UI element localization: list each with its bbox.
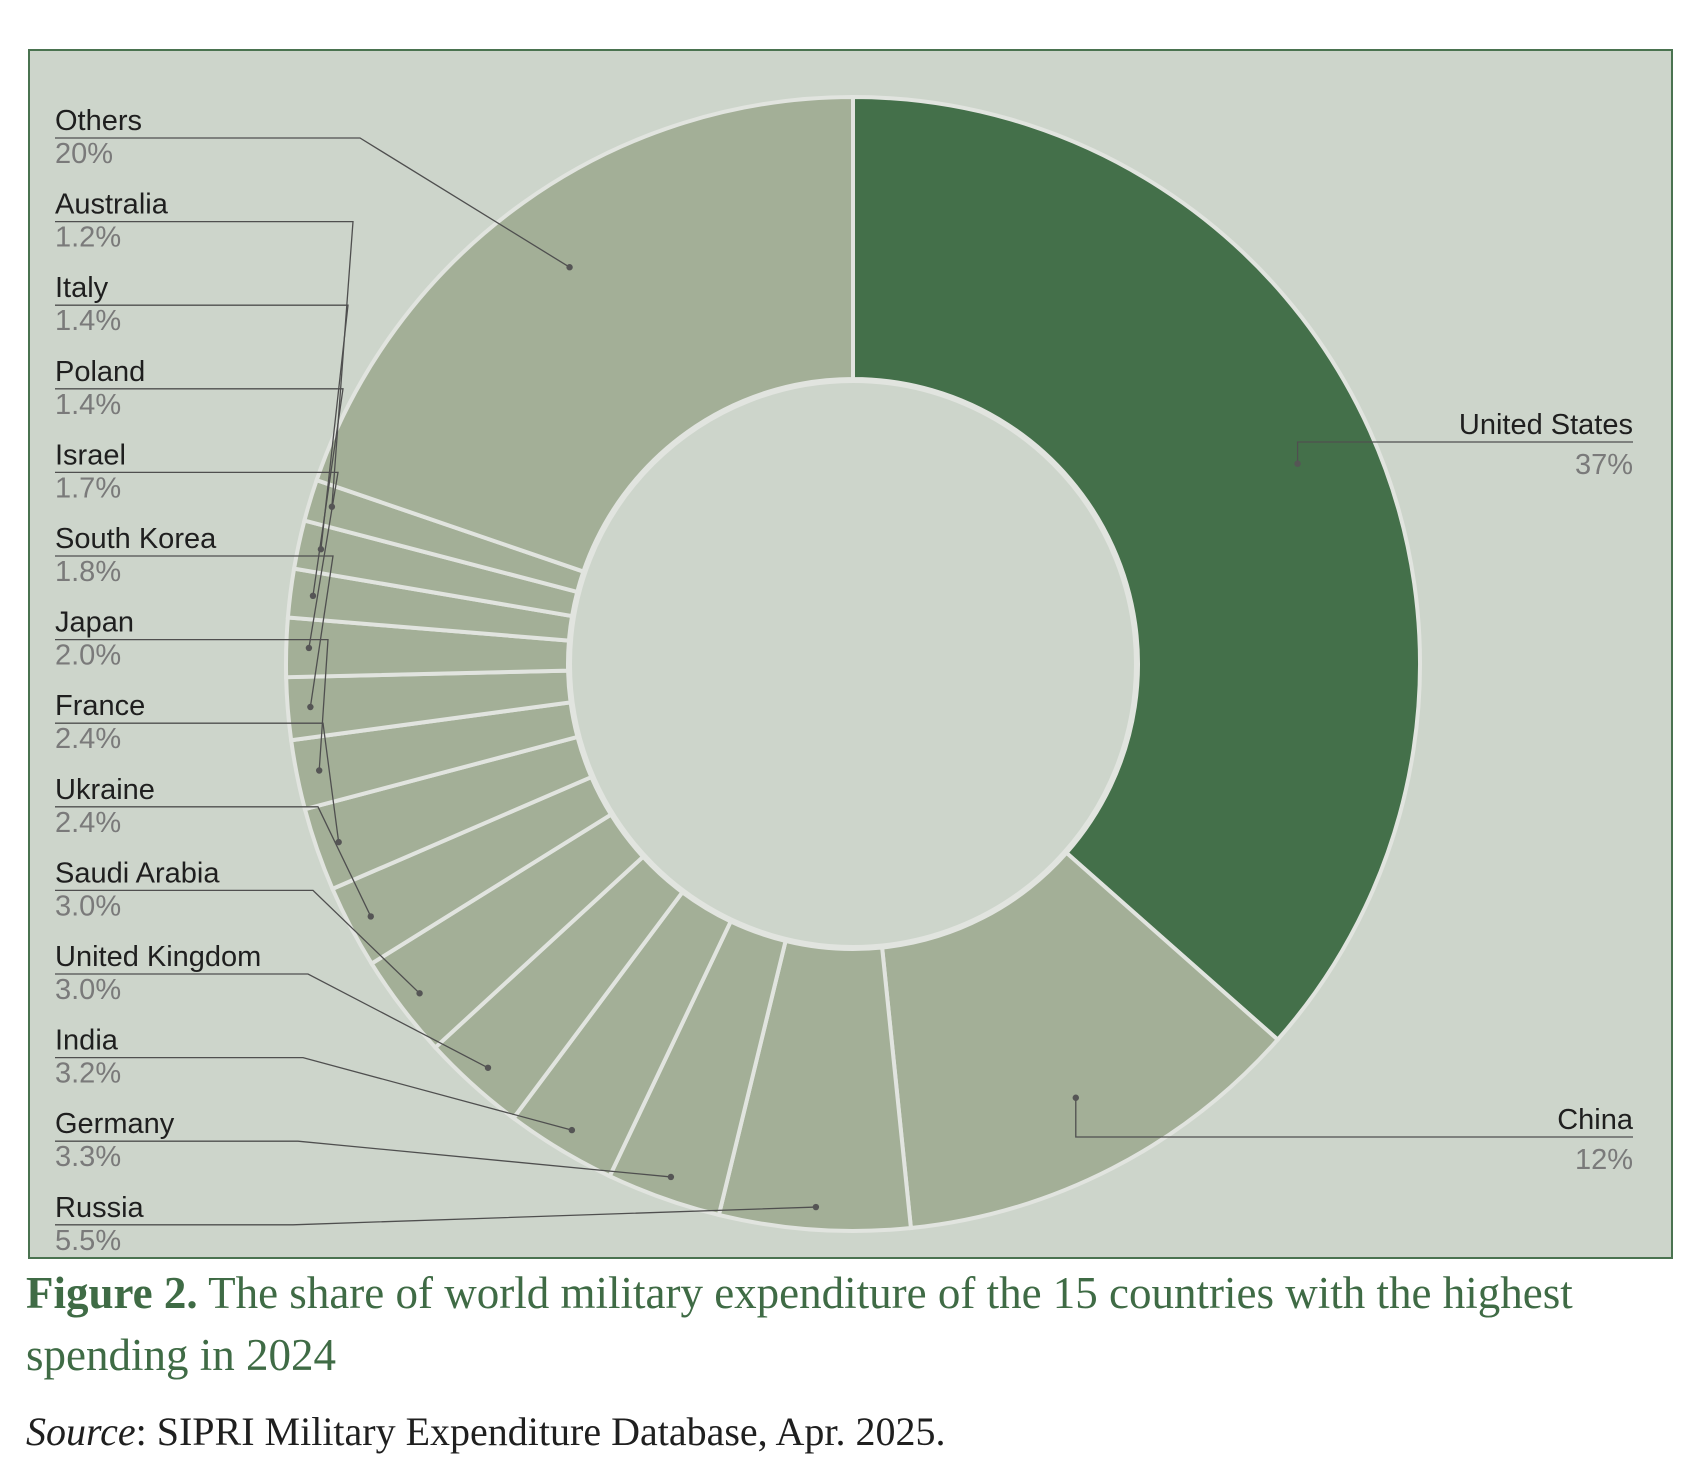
leader-dot-israel [305, 644, 313, 652]
value-label-italy: 1.4% [55, 305, 121, 337]
leaders-group [55, 137, 1633, 1226]
value-label-india: 3.2% [55, 1058, 121, 1090]
leader-united-kingdom [55, 973, 489, 1069]
value-label-germany: 3.3% [55, 1141, 121, 1173]
label-others: Others [55, 105, 142, 137]
value-label-ukraine: 2.4% [55, 807, 121, 839]
value-label-others: 20% [55, 138, 113, 170]
leader-others [55, 137, 570, 268]
label-france: France [55, 690, 145, 722]
leader-dot-united-states [1294, 460, 1301, 467]
figure-label: Figure 2. [26, 1268, 198, 1318]
leader-dot-russia [812, 1203, 820, 1211]
leader-dot-japan [316, 767, 323, 774]
leader-russia [55, 1206, 816, 1226]
leader-saudi-arabia [55, 889, 421, 994]
value-label-united-states: 37% [1575, 449, 1633, 481]
figure-caption: Figure 2. The share of world military ex… [26, 1262, 1666, 1386]
label-saudi-arabia: Saudi Arabia [55, 857, 220, 889]
source-note: Source: SIPRI Military Expenditure Datab… [26, 1408, 1666, 1456]
leader-dot-south-korea [307, 703, 314, 711]
label-germany: Germany [55, 1108, 175, 1140]
value-label-australia: 1.2% [55, 222, 121, 254]
leader-dot-germany [667, 1173, 675, 1181]
source-text: : SIPRI Military Expenditure Database, A… [135, 1409, 946, 1454]
leader-dot-india [568, 1126, 576, 1134]
leader-ukraine [55, 806, 372, 917]
slices-group [284, 94, 1422, 1233]
label-australia: Australia [55, 189, 169, 221]
leader-dot-ukraine [367, 913, 374, 920]
caption-text: The share of world military expenditure … [26, 1268, 1573, 1380]
label-united-states: United States [1459, 409, 1633, 441]
label-india: India [55, 1025, 119, 1057]
label-israel: Israel [55, 439, 126, 471]
leader-dot-others [566, 264, 573, 271]
leader-south-korea [55, 555, 334, 708]
leader-japan [55, 638, 329, 771]
label-japan: Japan [55, 607, 134, 639]
value-label-poland: 1.4% [55, 389, 121, 421]
leader-dot-united-kingdom [484, 1064, 492, 1071]
value-label-israel: 1.7% [55, 472, 121, 504]
leader-dot-italy [317, 546, 325, 553]
value-label-saudi-arabia: 3.0% [55, 890, 121, 922]
leader-dot-saudi-arabia [416, 990, 423, 997]
label-united-kingdom: United Kingdom [55, 941, 261, 973]
value-label-south-korea: 1.8% [55, 556, 121, 588]
leader-china [1075, 1097, 1633, 1138]
value-label-china: 12% [1575, 1144, 1633, 1176]
leader-dot-china [1072, 1094, 1079, 1101]
label-russia: Russia [55, 1192, 145, 1224]
leader-australia [55, 220, 354, 507]
chart-frame: United States 37% China 12% Russia 5.5% German… [28, 49, 1673, 1259]
leader-italy [55, 304, 349, 550]
value-label-russia: 5.5% [55, 1225, 121, 1257]
label-china: China [1557, 1104, 1634, 1136]
value-label-france: 2.4% [55, 723, 121, 755]
leader-israel [55, 471, 339, 649]
label-ukraine: Ukraine [55, 774, 155, 806]
donut-hole [568, 379, 1138, 949]
value-label-japan: 2.0% [55, 640, 121, 672]
leader-united-states [1296, 441, 1633, 464]
label-italy: Italy [55, 272, 109, 304]
leader-germany [55, 1140, 671, 1178]
leader-dot-australia [328, 503, 336, 510]
leader-dot-france [335, 838, 342, 846]
leader-dot-poland [309, 592, 317, 600]
leader-india [55, 1056, 573, 1131]
source-label: Source [26, 1409, 136, 1454]
label-south-korea: South Korea [55, 523, 217, 555]
label-poland: Poland [55, 356, 145, 388]
value-label-united-kingdom: 3.0% [55, 974, 121, 1006]
